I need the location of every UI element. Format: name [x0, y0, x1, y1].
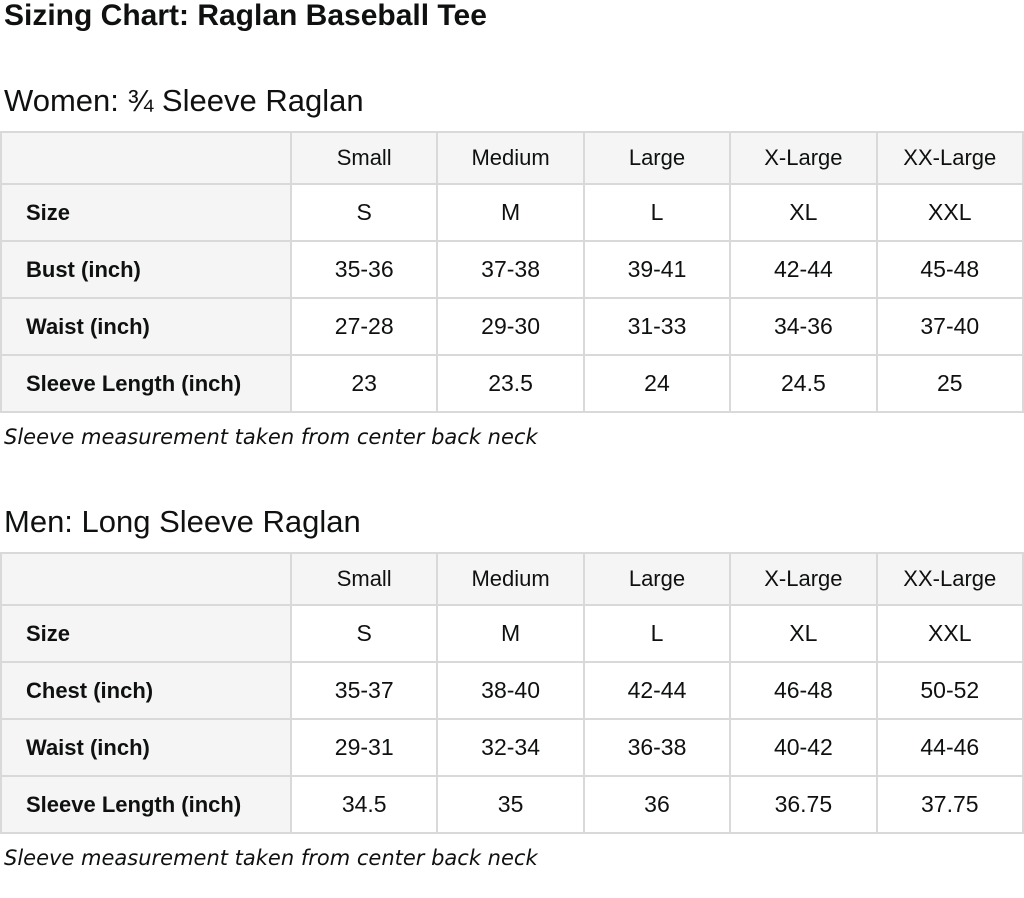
- size-value-cell: 36: [582, 775, 732, 834]
- size-value-cell: 37-38: [436, 240, 585, 299]
- row-label: Size: [0, 604, 292, 663]
- men-size-table: Small Medium Large X-Large XX-Large Size S M L XL…: [0, 552, 1024, 834]
- table-row: Size S M L XL XXL: [0, 183, 1024, 242]
- men-sleeve-note: Sleeve measurement taken from center bac…: [4, 846, 538, 870]
- row-label: Sleeve Length (inch): [0, 775, 292, 834]
- table-row: Waist (inch) 27-28 29-30 31-33 34-36 37-40: [0, 297, 1024, 356]
- size-value-cell: 44-46: [875, 718, 1024, 777]
- size-value-cell: 46-48: [729, 661, 878, 720]
- size-value-cell: 39-41: [582, 240, 732, 299]
- size-value-cell: 37.75: [875, 775, 1024, 834]
- size-value-cell: 40-42: [729, 718, 878, 777]
- women-size-table: Small Medium Large X-Large XX-Large Size S M L XL…: [0, 131, 1024, 413]
- women-sleeve-note: Sleeve measurement taken from center bac…: [4, 425, 538, 449]
- column-header: X-Large: [729, 552, 878, 606]
- header-row: Small Medium Large X-Large XX-Large: [0, 131, 1024, 185]
- table-row: Sleeve Length (inch) 34.5 35 36 36.75 37.75: [0, 775, 1024, 834]
- row-label: Chest (inch): [0, 661, 292, 720]
- size-value-cell: 27-28: [289, 297, 439, 356]
- size-value-cell: 31-33: [582, 297, 732, 356]
- column-header: Large: [582, 131, 732, 185]
- size-value-cell: 35-37: [289, 661, 439, 720]
- section-women: Women: ¾ Sleeve Raglan Small Medium Large X…: [0, 82, 1024, 451]
- size-value-cell: 34-36: [729, 297, 878, 356]
- size-value-cell: M: [436, 183, 585, 242]
- size-value-cell: 35: [436, 775, 585, 834]
- size-value-cell: 42-44: [582, 661, 732, 720]
- size-value-cell: XXL: [875, 183, 1024, 242]
- row-label: Waist (inch): [0, 718, 292, 777]
- size-value-cell: 23.5: [436, 354, 585, 413]
- women-section-heading: Women: ¾ Sleeve Raglan: [4, 83, 364, 118]
- column-header: Large: [582, 552, 732, 606]
- size-value-cell: 29-31: [289, 718, 439, 777]
- corner-cell: [0, 131, 292, 185]
- size-value-cell: 42-44: [729, 240, 878, 299]
- men-section-heading: Men: Long Sleeve Raglan: [4, 504, 361, 539]
- size-value-cell: 35-36: [289, 240, 439, 299]
- row-label: Sleeve Length (inch): [0, 354, 292, 413]
- size-value-cell: 24.5: [729, 354, 878, 413]
- table-row: Sleeve Length (inch) 23 23.5 24 24.5 25: [0, 354, 1024, 413]
- row-label: Bust (inch): [0, 240, 292, 299]
- size-value-cell: XL: [729, 183, 878, 242]
- size-value-cell: 32-34: [436, 718, 585, 777]
- size-value-cell: 50-52: [875, 661, 1024, 720]
- size-value-cell: 23: [289, 354, 439, 413]
- size-value-cell: 24: [582, 354, 732, 413]
- size-value-cell: 37-40: [875, 297, 1024, 356]
- section-men: Men: Long Sleeve Raglan Small Medium Large…: [0, 503, 1024, 872]
- size-value-cell: 38-40: [436, 661, 585, 720]
- size-value-cell: 45-48: [875, 240, 1024, 299]
- size-value-cell: 34.5: [289, 775, 439, 834]
- column-header: XX-Large: [875, 552, 1024, 606]
- size-value-cell: 25: [875, 354, 1024, 413]
- column-header: XX-Large: [875, 131, 1024, 185]
- row-label: Size: [0, 183, 292, 242]
- size-value-cell: S: [289, 604, 439, 663]
- row-label: Waist (inch): [0, 297, 292, 356]
- column-header: Medium: [436, 552, 585, 606]
- size-value-cell: XXL: [875, 604, 1024, 663]
- size-value-cell: S: [289, 183, 439, 242]
- table-row: Chest (inch) 35-37 38-40 42-44 46-48 50-52: [0, 661, 1024, 720]
- table-row: Size S M L XL XXL: [0, 604, 1024, 663]
- size-value-cell: L: [582, 183, 732, 242]
- size-value-cell: 29-30: [436, 297, 585, 356]
- size-value-cell: 36-38: [582, 718, 732, 777]
- header-row: Small Medium Large X-Large XX-Large: [0, 552, 1024, 606]
- column-header: Small: [289, 552, 439, 606]
- column-header: Small: [289, 131, 439, 185]
- table-row: Bust (inch) 35-36 37-38 39-41 42-44 45-48: [0, 240, 1024, 299]
- corner-cell: [0, 552, 292, 606]
- size-value-cell: M: [436, 604, 585, 663]
- page-title: Sizing Chart: Raglan Baseball Tee: [4, 0, 487, 32]
- size-value-cell: 36.75: [729, 775, 878, 834]
- size-value-cell: XL: [729, 604, 878, 663]
- column-header: X-Large: [729, 131, 878, 185]
- size-value-cell: L: [582, 604, 732, 663]
- column-header: Medium: [436, 131, 585, 185]
- table-row: Waist (inch) 29-31 32-34 36-38 40-42 44-46: [0, 718, 1024, 777]
